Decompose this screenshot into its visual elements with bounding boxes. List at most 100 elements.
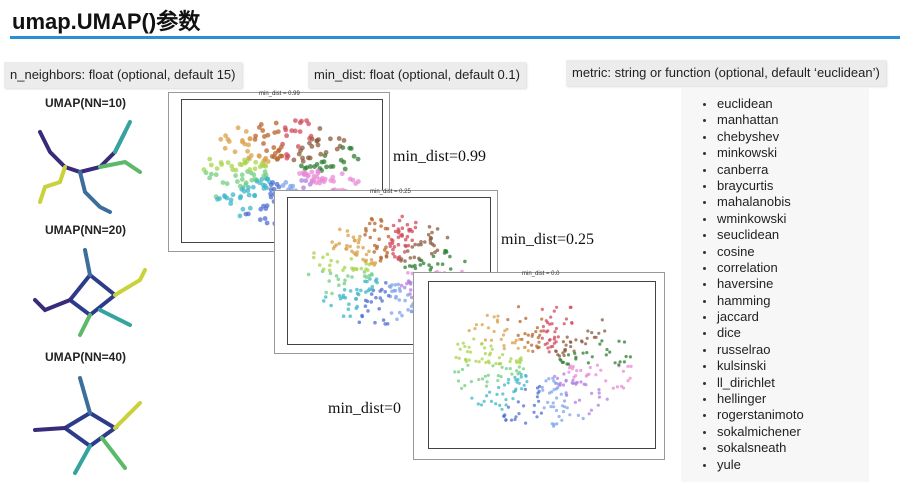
scatter-point [380, 287, 384, 292]
scatter-point [215, 196, 220, 202]
metric-item: ll_dirichlet [703, 375, 804, 391]
scatter-point [330, 291, 334, 296]
scatter-point [513, 417, 517, 422]
scatter-point [562, 372, 566, 376]
scatter-point [518, 319, 522, 324]
scatter-point [343, 278, 347, 283]
scatter-point [489, 344, 493, 348]
scatter-point [603, 329, 607, 333]
scatter-point [328, 271, 333, 276]
umap-nn10-image [38, 120, 142, 214]
scatter-point [400, 214, 404, 219]
scatter-point [356, 292, 361, 297]
scatter-point [352, 251, 356, 255]
scatter-point [562, 353, 566, 358]
scatter-point [477, 360, 481, 364]
scatter-point [356, 245, 360, 249]
scatter-point [375, 280, 379, 285]
scatter-point [393, 254, 397, 259]
scatter-point [463, 384, 467, 388]
scatter-point [312, 251, 316, 255]
scatter-point [483, 374, 487, 378]
scatter-point [345, 243, 349, 248]
scatter-point [316, 137, 321, 142]
scatter-point [535, 415, 539, 419]
scatter-point [468, 350, 473, 354]
scatter-point [297, 171, 302, 176]
scatter-point [237, 161, 243, 167]
scatter-point [497, 385, 501, 390]
scatter-point [597, 391, 601, 395]
scatter-point [492, 315, 496, 319]
scatter-point [479, 403, 484, 407]
scatter-point [555, 376, 560, 380]
scatter-point [400, 226, 405, 230]
scatter-point [535, 326, 539, 330]
scatter-point [299, 178, 305, 183]
scatter-point [408, 282, 413, 286]
metric-item: sokalmichener [703, 424, 804, 440]
scatter-point [418, 263, 423, 267]
scatter-point [467, 358, 471, 362]
scatter-point [567, 366, 572, 370]
scatter-point [338, 227, 342, 232]
scatter-point [562, 322, 566, 326]
metric-item: chebyshev [703, 129, 804, 145]
scatter-point [279, 153, 285, 159]
scatter-point [242, 157, 247, 163]
scatter-point [539, 411, 543, 415]
scatter-point [402, 285, 407, 290]
scatter-point [518, 357, 522, 362]
scatter-point [525, 380, 529, 384]
plot-title: min_dist = 0.25 [370, 189, 411, 195]
scatter-point [483, 352, 487, 356]
scatter-point [377, 237, 381, 241]
scatter-point [464, 360, 468, 364]
scatter-point [605, 397, 609, 401]
scatter-point [284, 133, 289, 139]
scatter-point [403, 243, 407, 248]
scatter-point [546, 329, 550, 333]
scatter-point [445, 235, 450, 240]
scatter-point [517, 381, 521, 385]
scatter-point [456, 342, 460, 346]
scatter-point [413, 225, 418, 230]
scatter-point [410, 245, 415, 249]
scatter-point [385, 250, 389, 255]
scatter-point [251, 172, 257, 178]
scatter-point [334, 146, 340, 152]
scatter-point [275, 156, 281, 161]
scatter-point [585, 351, 589, 355]
scatter-point [467, 345, 471, 349]
scatter-point [324, 164, 329, 170]
scatter-point [526, 349, 530, 353]
scatter-point [496, 314, 500, 318]
scatter-point [582, 382, 586, 386]
scatter-point [544, 319, 548, 323]
scatter-point [363, 279, 367, 284]
scatter-point [312, 164, 317, 169]
scatter-point [548, 338, 552, 342]
scatter-point [260, 128, 266, 133]
scatter-point [444, 249, 448, 253]
scatter-point [341, 314, 346, 318]
plot-axes [428, 281, 656, 449]
scatter-point [535, 395, 539, 399]
scatter-point [457, 370, 461, 374]
scatter-point [523, 387, 527, 391]
scatter-point [358, 234, 362, 239]
scatter-point [499, 375, 503, 379]
scatter-point [262, 134, 267, 139]
scatter-point [345, 229, 350, 233]
scatter-point [523, 332, 527, 336]
scatter-point [391, 252, 395, 256]
scatter-point [484, 384, 489, 388]
scatter-point [395, 317, 399, 322]
scatter-point [363, 233, 367, 237]
scatter-point [480, 377, 485, 381]
scatter-point [554, 387, 558, 391]
scatter-point [454, 355, 458, 360]
scatter-point [268, 187, 274, 192]
scatter-point [207, 156, 213, 162]
scatter-point [586, 329, 590, 333]
